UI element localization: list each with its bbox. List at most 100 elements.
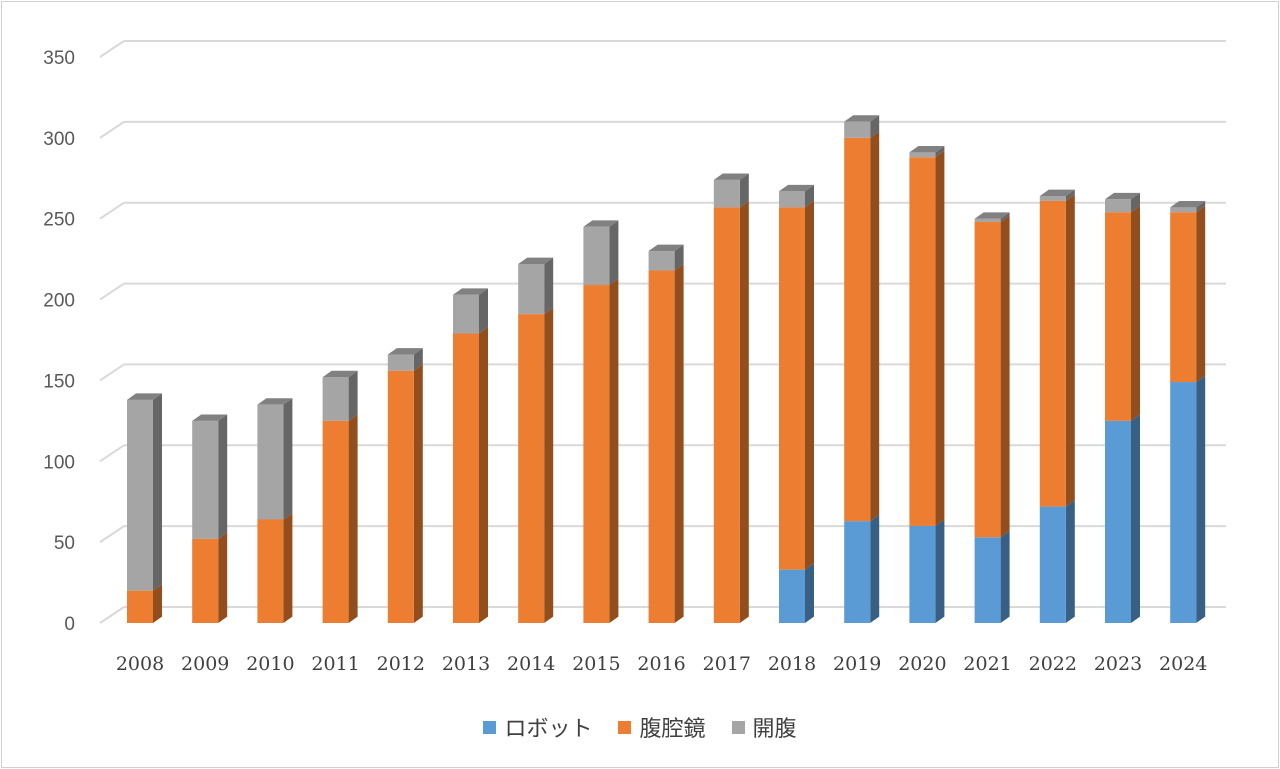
bar-side-2021 — [1000, 530, 1010, 623]
bar-2020-腹腔鏡 — [909, 157, 936, 526]
bar-side-2011 — [348, 370, 358, 421]
bar-top-2015 — [583, 220, 619, 227]
bar-2018-ロボット — [779, 569, 805, 623]
bar-2021-ロボット — [974, 537, 1001, 623]
legend-swatch — [731, 720, 745, 734]
bar-2019-腹腔鏡 — [844, 137, 871, 522]
x-tick-label: 2022 — [1029, 653, 1077, 675]
bar-2022-ロボット — [1039, 506, 1066, 623]
gridline-side — [99, 121, 125, 139]
x-tick-label: 2009 — [181, 653, 229, 675]
bar-side-2018 — [805, 200, 814, 570]
bar-top-2017 — [713, 173, 749, 180]
bar-side-2018 — [805, 563, 814, 623]
legend-label: ロボット — [504, 717, 593, 742]
bar-side-2023 — [1131, 205, 1140, 421]
bar-top-2008 — [127, 393, 162, 400]
bar-2023-腹腔鏡 — [1105, 212, 1131, 421]
gridline-side — [99, 201, 125, 220]
bar-side-2012 — [413, 348, 423, 371]
bar-side-2019 — [870, 514, 880, 623]
bar-side-2022 — [1065, 500, 1075, 623]
bar-side-2024 — [1196, 200, 1206, 213]
x-tick-label: 2013 — [442, 653, 490, 675]
bar-top-2021 — [974, 212, 1010, 219]
stacked-bar-chart: 0 50 100 150 200 250 300 350 2008 2009 2010 2011 201… — [43, 40, 1226, 675]
x-tick-label: 2019 — [833, 653, 881, 675]
bar-side-2019 — [870, 115, 880, 138]
bar-side-2016 — [674, 264, 684, 623]
bar-side-2015 — [609, 220, 619, 286]
bar-2024-ロボット — [1170, 382, 1197, 623]
bar-2023-ロボット — [1105, 420, 1131, 623]
bar-2017-開腹 — [713, 179, 740, 208]
bar-top-2023 — [1105, 192, 1140, 200]
bar-side-2016 — [674, 244, 684, 271]
bar-2011-開腹 — [322, 377, 349, 421]
bar-side-2022 — [1065, 189, 1075, 201]
gridline-side — [99, 444, 125, 463]
bar-side-2020 — [935, 150, 945, 526]
bar-2014-腹腔鏡 — [518, 314, 545, 623]
bar-top-2011 — [322, 370, 358, 378]
legend-item: ロボット — [483, 711, 592, 743]
y-tick-label: 350 — [43, 48, 75, 69]
y-tick-label: 250 — [43, 210, 75, 231]
bar-side-2021 — [1000, 212, 1010, 222]
x-tick-label: 2016 — [637, 653, 685, 675]
x-tick-label: 2015 — [572, 653, 620, 675]
bar-2010-開腹 — [257, 404, 284, 520]
bar-side-2017 — [739, 200, 749, 623]
bar-side-2014 — [544, 257, 554, 315]
bar-side-2022 — [1065, 194, 1075, 507]
bar-side-2008 — [153, 584, 162, 623]
bar-2015-開腹 — [583, 226, 610, 286]
bar-side-2023 — [1131, 192, 1140, 213]
bar-2009-開腹 — [192, 420, 219, 539]
bar-2012-開腹 — [387, 354, 414, 371]
bar-2008-腹腔鏡 — [127, 590, 153, 623]
y-tick-label: 200 — [43, 291, 75, 312]
bar-2021-腹腔鏡 — [974, 221, 1001, 538]
bar-2008-開腹 — [127, 399, 153, 591]
bar-side-2009 — [218, 414, 228, 539]
legend-label: 開腹 — [752, 717, 797, 742]
legend-item: 腹腔鏡 — [618, 711, 706, 743]
bar-2010-腹腔鏡 — [257, 519, 284, 623]
bar-top-2018 — [779, 184, 814, 192]
x-tick-label: 2018 — [768, 653, 816, 675]
x-tick-label: 2021 — [963, 653, 1011, 675]
gridline-side — [99, 40, 125, 58]
bar-top-2010 — [257, 398, 293, 405]
bar-2014-開腹 — [518, 263, 545, 315]
bar-side-2014 — [544, 307, 554, 623]
x-tick-label: 2023 — [1094, 653, 1142, 675]
bar-side-2010 — [283, 398, 293, 520]
bar-2012-腹腔鏡 — [387, 370, 414, 623]
bar-2013-腹腔鏡 — [453, 333, 479, 623]
bar-side-2023 — [1131, 414, 1140, 623]
x-tick-label: 2024 — [1159, 653, 1207, 675]
x-tick-label: 2012 — [377, 653, 425, 675]
y-tick-label: 0 — [64, 614, 75, 635]
bar-2021-開腹 — [974, 218, 1001, 222]
bar-2016-腹腔鏡 — [648, 270, 675, 623]
bar-side-2015 — [609, 278, 619, 623]
bar-top-2014 — [518, 257, 554, 264]
gridline-side — [99, 363, 125, 382]
bar-top-2022 — [1039, 189, 1075, 197]
y-tick-label: 300 — [43, 129, 75, 150]
x-tick-label: 2020 — [898, 653, 946, 675]
bar-2013-開腹 — [453, 294, 479, 334]
bar-side-2011 — [348, 414, 358, 623]
gridline-side — [99, 606, 125, 624]
x-tick-label: 2014 — [507, 653, 555, 675]
bar-side-2008 — [153, 393, 162, 591]
bar-top-2013 — [453, 288, 488, 295]
bar-top-2012 — [387, 348, 423, 355]
bar-side-2013 — [479, 327, 488, 623]
bar-top-2009 — [192, 414, 228, 421]
bar-side-2018 — [805, 184, 814, 208]
legend-swatch — [483, 720, 497, 734]
bar-side-2012 — [413, 364, 423, 623]
